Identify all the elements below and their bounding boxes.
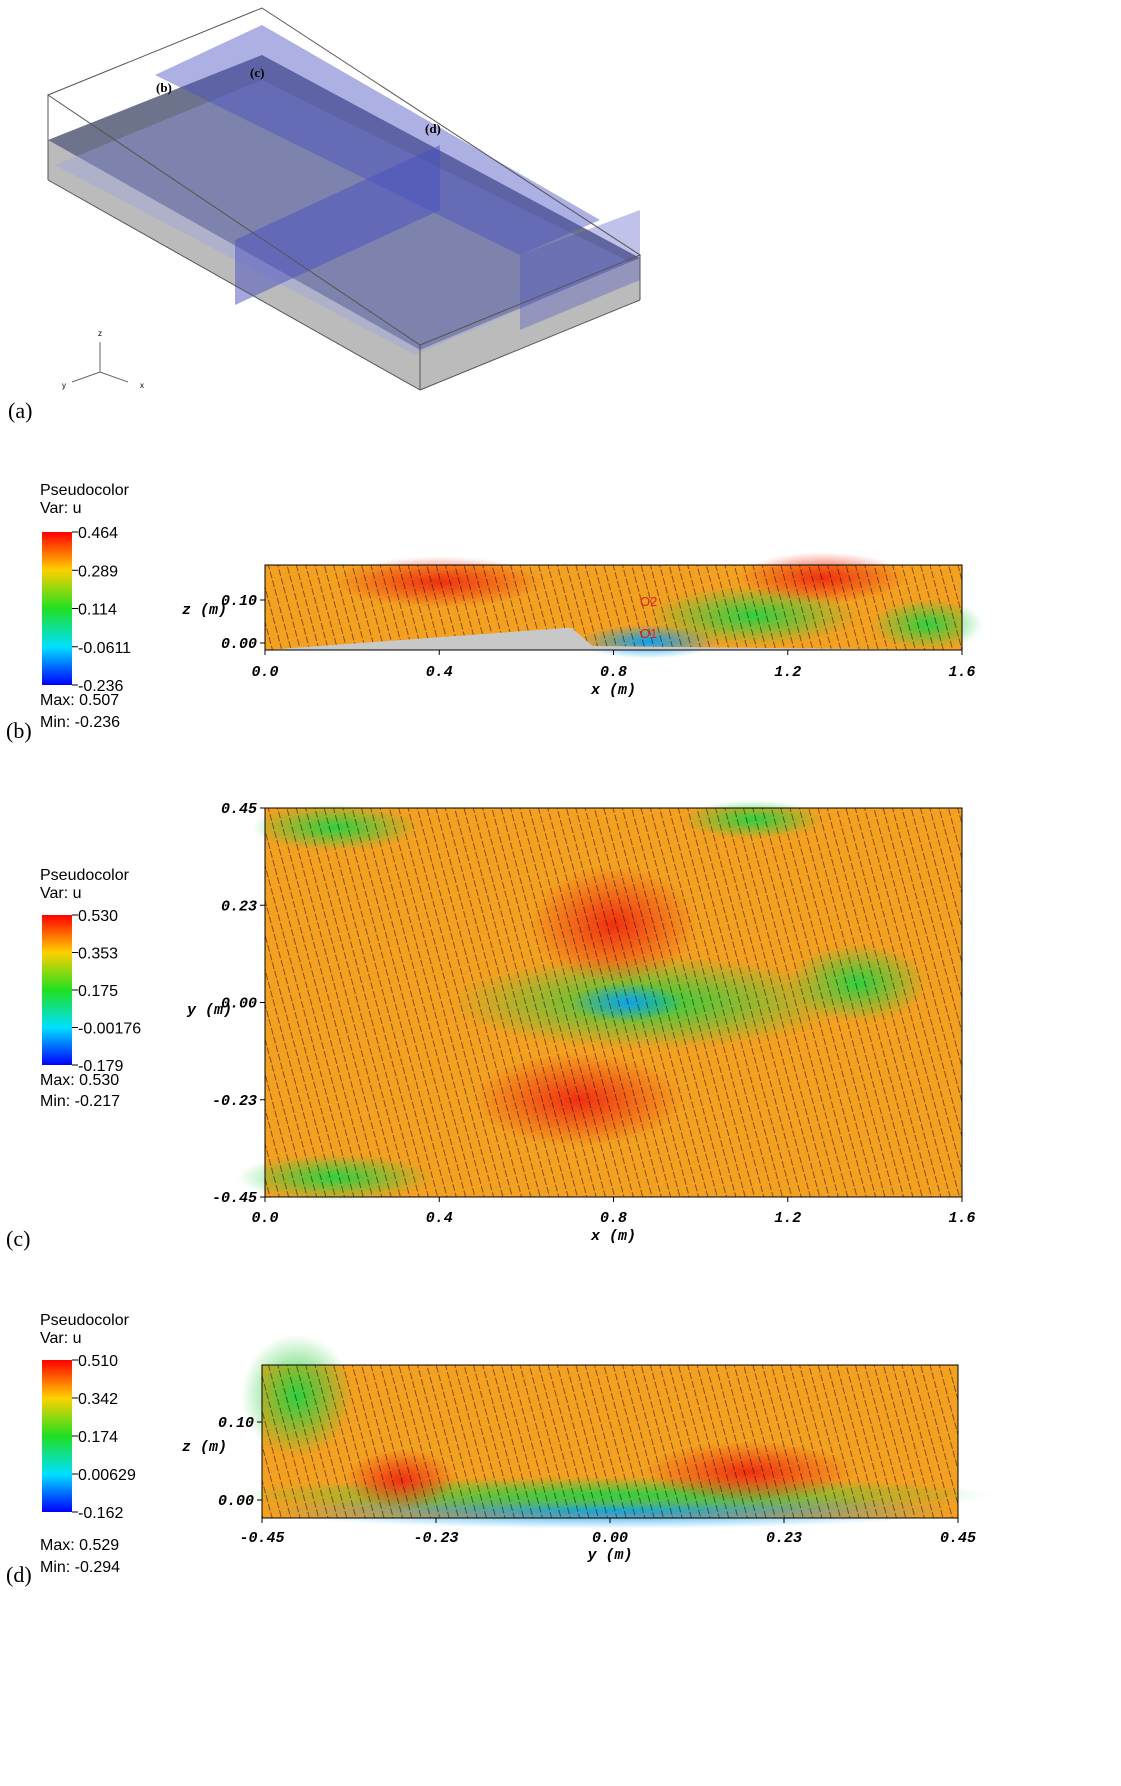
plane-label: (c) — [250, 65, 264, 80]
y-tick-label: 0.00 — [218, 1493, 254, 1510]
x-axis-label: x (m) — [590, 682, 636, 699]
x-tick-label: -0.23 — [413, 1530, 458, 1547]
figure: (a)(b)(c)(d)zyxPseudocolorVar: u0.4640.2… — [0, 0, 1121, 1786]
x-tick-label: 0.8 — [600, 664, 627, 681]
legend-min: Min: -0.294 — [40, 1559, 120, 1576]
x-tick-label: 0.0 — [251, 664, 278, 681]
x-tick-label: 0.4 — [426, 1210, 453, 1227]
axis-label: x — [140, 381, 144, 390]
panel-label: (d) — [6, 1562, 32, 1587]
x-tick-label: 0.45 — [940, 1530, 976, 1547]
colorbar-label: 0.342 — [78, 1391, 118, 1408]
x-tick-label: 1.6 — [948, 1210, 975, 1227]
colorbar — [42, 532, 72, 685]
legend-max: Max: 0.530 — [40, 1072, 119, 1089]
legend-min: Min: -0.236 — [40, 714, 120, 731]
plane-label: (b) — [156, 80, 172, 95]
colorbar-label: 0.530 — [78, 908, 118, 925]
y-axis-label: z (m) — [182, 1439, 227, 1456]
legend-title: Pseudocolor — [40, 482, 130, 499]
x-tick-label: -0.45 — [239, 1530, 284, 1547]
colorbar-label: -0.162 — [78, 1505, 123, 1522]
axis-label: y — [62, 381, 66, 390]
y-tick-label: -0.45 — [212, 1190, 257, 1207]
panel-label: (c) — [6, 1226, 30, 1251]
legend-variable: Var: u — [40, 1330, 82, 1347]
colorbar-label: -0.0611 — [78, 640, 131, 657]
y-tick-label: -0.23 — [212, 1093, 257, 1110]
vectors — [265, 565, 962, 650]
legend-min: Min: -0.217 — [40, 1093, 120, 1110]
x-tick-label: 1.2 — [774, 1210, 801, 1227]
colorbar-label: 0.00629 — [78, 1467, 136, 1484]
plane-label: (d) — [425, 121, 441, 136]
y-tick-label: 0.45 — [221, 801, 257, 818]
x-tick-label: 0.8 — [600, 1210, 627, 1227]
colorbar-label: 0.510 — [78, 1353, 118, 1370]
legend-variable: Var: u — [40, 885, 82, 902]
colorbar-label: 0.114 — [78, 602, 117, 619]
vectors — [265, 808, 962, 1197]
x-tick-label: 0.4 — [426, 664, 453, 681]
legend-title: Pseudocolor — [40, 1312, 130, 1329]
colorbar-label: 0.353 — [78, 946, 118, 963]
x-tick-label: 0.00 — [592, 1530, 628, 1547]
x-axis-label: y (m) — [586, 1547, 632, 1564]
y-tick-label: 0.23 — [221, 898, 257, 915]
vectors — [262, 1365, 958, 1518]
panel-label: (b) — [6, 718, 32, 743]
x-tick-label: 1.6 — [948, 664, 975, 681]
axis-label: z — [98, 329, 102, 338]
x-tick-label: 0.23 — [766, 1530, 802, 1547]
x-tick-label: 1.2 — [774, 664, 801, 681]
y-axis-label: y (m) — [186, 1002, 232, 1019]
colorbar — [42, 915, 72, 1065]
x-axis-label: x (m) — [590, 1228, 636, 1245]
colorbar — [42, 1360, 72, 1512]
marker: O2 — [640, 594, 657, 609]
panel-label: (a) — [8, 398, 32, 423]
domain-sketch — [48, 8, 640, 390]
legend-max: Max: 0.529 — [40, 1537, 119, 1554]
y-axis-label: z (m) — [182, 602, 227, 619]
y-tick-label: 0.00 — [221, 636, 257, 653]
marker: O1 — [640, 626, 657, 641]
colorbar-label: 0.464 — [78, 525, 118, 542]
legend-max: Max: 0.507 — [40, 692, 119, 709]
legend-variable: Var: u — [40, 500, 82, 517]
legend-title: Pseudocolor — [40, 867, 130, 884]
colorbar-label: 0.289 — [78, 563, 118, 580]
colorbar-label: 0.174 — [78, 1429, 118, 1446]
colorbar-label: -0.00176 — [78, 1021, 141, 1038]
x-tick-label: 0.0 — [251, 1210, 278, 1227]
colorbar-label: 0.175 — [78, 983, 118, 1000]
y-tick-label: 0.10 — [218, 1415, 254, 1432]
